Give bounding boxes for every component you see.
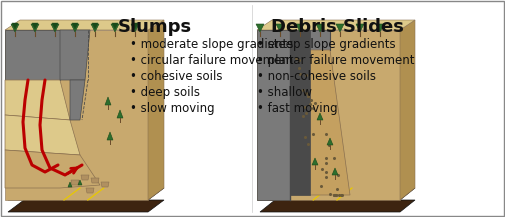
Polygon shape bbox=[132, 23, 138, 29]
Polygon shape bbox=[8, 200, 164, 212]
Polygon shape bbox=[105, 97, 111, 105]
Polygon shape bbox=[260, 200, 415, 212]
Text: • slow moving: • slow moving bbox=[130, 102, 215, 115]
Polygon shape bbox=[112, 23, 118, 29]
Polygon shape bbox=[312, 158, 318, 165]
Polygon shape bbox=[12, 23, 18, 29]
Polygon shape bbox=[51, 24, 59, 32]
Polygon shape bbox=[11, 24, 19, 32]
Polygon shape bbox=[52, 23, 58, 29]
Polygon shape bbox=[5, 30, 60, 80]
Polygon shape bbox=[81, 175, 89, 180]
Polygon shape bbox=[92, 23, 98, 29]
Polygon shape bbox=[32, 23, 38, 29]
Polygon shape bbox=[72, 23, 78, 29]
Polygon shape bbox=[5, 150, 100, 188]
Polygon shape bbox=[111, 24, 119, 32]
Polygon shape bbox=[5, 30, 148, 200]
Polygon shape bbox=[8, 188, 164, 200]
Polygon shape bbox=[91, 178, 99, 183]
Polygon shape bbox=[296, 24, 304, 32]
Polygon shape bbox=[117, 110, 123, 118]
Text: • shallow: • shallow bbox=[257, 86, 312, 99]
Polygon shape bbox=[5, 115, 80, 155]
Text: • cohesive soils: • cohesive soils bbox=[130, 70, 223, 83]
Polygon shape bbox=[332, 168, 338, 175]
Polygon shape bbox=[78, 180, 82, 185]
Polygon shape bbox=[148, 20, 164, 200]
Polygon shape bbox=[290, 30, 330, 50]
Polygon shape bbox=[71, 180, 79, 185]
Polygon shape bbox=[257, 30, 400, 200]
Polygon shape bbox=[257, 20, 415, 30]
Polygon shape bbox=[107, 132, 113, 140]
Text: • deep soils: • deep soils bbox=[130, 86, 200, 99]
Polygon shape bbox=[400, 20, 415, 200]
Polygon shape bbox=[376, 24, 384, 32]
Polygon shape bbox=[290, 30, 310, 195]
Polygon shape bbox=[71, 24, 79, 32]
Text: • steep slope gradients: • steep slope gradients bbox=[257, 38, 395, 51]
Polygon shape bbox=[91, 24, 99, 32]
Polygon shape bbox=[5, 80, 70, 120]
Polygon shape bbox=[356, 24, 364, 32]
Polygon shape bbox=[280, 50, 350, 195]
Polygon shape bbox=[317, 113, 323, 120]
Polygon shape bbox=[276, 24, 284, 32]
Polygon shape bbox=[5, 20, 164, 30]
Text: Debris Slides: Debris Slides bbox=[271, 18, 403, 36]
Text: • moderate slope gradients: • moderate slope gradients bbox=[130, 38, 293, 51]
Polygon shape bbox=[70, 80, 85, 120]
Text: Slumps: Slumps bbox=[118, 18, 192, 36]
Polygon shape bbox=[101, 182, 109, 187]
Polygon shape bbox=[260, 188, 415, 200]
Polygon shape bbox=[60, 30, 90, 80]
Polygon shape bbox=[68, 182, 72, 187]
Polygon shape bbox=[327, 138, 333, 145]
Text: • fast moving: • fast moving bbox=[257, 102, 338, 115]
Polygon shape bbox=[86, 188, 94, 193]
Text: • circular failure movement: • circular failure movement bbox=[130, 54, 293, 67]
Polygon shape bbox=[336, 24, 344, 32]
Polygon shape bbox=[31, 24, 39, 32]
Text: • planar failure movement: • planar failure movement bbox=[257, 54, 415, 67]
Polygon shape bbox=[256, 24, 264, 32]
Text: • non-cohesive soils: • non-cohesive soils bbox=[257, 70, 376, 83]
Polygon shape bbox=[131, 24, 139, 32]
Polygon shape bbox=[257, 30, 290, 200]
Polygon shape bbox=[316, 24, 324, 32]
